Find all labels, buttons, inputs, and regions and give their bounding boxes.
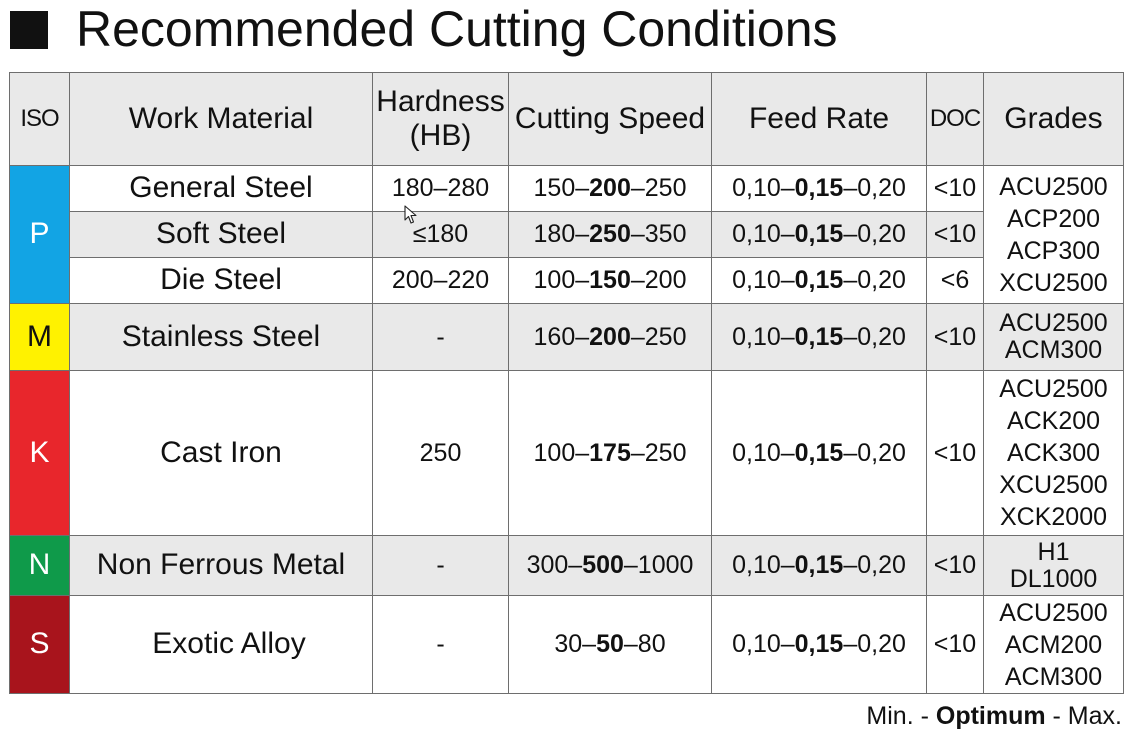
doc-cell: <10 bbox=[926, 211, 984, 258]
grade-item: XCK2000 bbox=[999, 503, 1108, 531]
grade-item: ACP200 bbox=[1006, 204, 1101, 233]
grades-cell-n: H1 DL1000 bbox=[983, 535, 1124, 596]
material-cell: Exotic Alloy bbox=[69, 595, 373, 694]
grade-item: H1 bbox=[1037, 537, 1070, 566]
header-feed-rate: Feed Rate bbox=[711, 72, 927, 166]
feed-cell: 0,10–0,15–0,20 bbox=[711, 165, 927, 212]
hardness-cell: - bbox=[372, 303, 509, 371]
table-row: P General Steel 180–280 150–200–250 0,10… bbox=[9, 165, 1124, 304]
mouse-pointer-icon bbox=[404, 205, 417, 224]
hardness-cell: ≤180 bbox=[372, 211, 509, 258]
grade-item: ACP300 bbox=[1006, 236, 1101, 265]
speed-cell: 180–250–350 bbox=[508, 211, 712, 258]
header-hardness-line2: (HB) bbox=[409, 119, 472, 152]
header-row: ISO Work Material Hardness (HB) Cutting … bbox=[9, 72, 1124, 166]
header-work-material: Work Material bbox=[69, 72, 373, 166]
speed-cell: 300–500–1000 bbox=[508, 535, 712, 596]
iso-badge-m: M bbox=[9, 303, 70, 371]
doc-cell: <10 bbox=[926, 535, 984, 596]
hardness-cell: - bbox=[372, 595, 509, 694]
header-doc: DOC bbox=[926, 72, 984, 166]
grade-item: ACK300 bbox=[1006, 439, 1101, 467]
speed-cell: 30–50–80 bbox=[508, 595, 712, 694]
page-title-text: Recommended Cutting Conditions bbox=[76, 1, 838, 57]
grades-cell-m: ACU2500 ACM300 bbox=[983, 303, 1124, 371]
hardness-cell: 180–280 bbox=[372, 165, 509, 212]
iso-badge-n: N bbox=[9, 535, 70, 596]
feed-cell: 0,10–0,15–0,20 bbox=[711, 535, 927, 596]
iso-badge-k: K bbox=[9, 370, 70, 536]
grade-item: ACU2500 bbox=[999, 172, 1108, 201]
feed-cell: 0,10–0,15–0,20 bbox=[711, 370, 927, 536]
table-row: S Exotic Alloy - 30–50–80 0,10–0,15–0,20… bbox=[9, 595, 1124, 694]
grade-item: ACK200 bbox=[1006, 407, 1101, 435]
grades-cell-k: ACU2500 ACK200 ACK300 XCU2500 XCK2000 bbox=[983, 370, 1124, 536]
speed-cell: 150–200–250 bbox=[508, 165, 712, 212]
table-row: Die Steel 200–220 100–150–200 0,10–0,15–… bbox=[10, 257, 1124, 304]
material-cell: Cast Iron bbox=[69, 370, 373, 536]
cutting-conditions-table: ISO Work Material Hardness (HB) Cutting … bbox=[9, 72, 1124, 694]
material-cell: General Steel bbox=[69, 165, 373, 212]
grade-item: ACM200 bbox=[1004, 630, 1103, 659]
grade-item: DL1000 bbox=[1009, 564, 1098, 593]
hardness-cell: - bbox=[372, 535, 509, 596]
grade-item: XCU2500 bbox=[999, 268, 1108, 297]
table-row: M Stainless Steel - 160–200–250 0,10–0,1… bbox=[9, 303, 1124, 371]
doc-cell: <10 bbox=[926, 165, 984, 212]
doc-cell: <6 bbox=[926, 257, 984, 304]
page-title: Recommended Cutting Conditions bbox=[10, 0, 838, 58]
iso-badge-s: S bbox=[9, 595, 70, 694]
header-hardness: Hardness (HB) bbox=[372, 72, 509, 166]
grade-item: ACM300 bbox=[1004, 336, 1103, 364]
legend-min-optimum-max: Min. - Optimum - Max. bbox=[866, 702, 1122, 731]
feed-cell: 0,10–0,15–0,20 bbox=[711, 595, 927, 694]
doc-cell: <10 bbox=[926, 370, 984, 536]
legend-max: - Max. bbox=[1045, 702, 1122, 730]
grade-item: ACU2500 bbox=[999, 598, 1108, 627]
header-iso: ISO bbox=[9, 72, 70, 166]
feed-cell: 0,10–0,15–0,20 bbox=[711, 303, 927, 371]
grade-item: ACU2500 bbox=[999, 375, 1108, 403]
feed-cell: 0,10–0,15–0,20 bbox=[711, 211, 927, 258]
header-grades: Grades bbox=[983, 72, 1124, 166]
material-cell: Non Ferrous Metal bbox=[69, 535, 373, 596]
hardness-cell: 200–220 bbox=[372, 257, 509, 304]
table-row: K Cast Iron 250 100–175–250 0,10–0,15–0,… bbox=[9, 370, 1124, 536]
grades-cell-p: ACU2500 ACP200 ACP300 XCU2500 bbox=[983, 165, 1124, 304]
header-hardness-line1: Hardness bbox=[376, 84, 505, 118]
material-cell: Stainless Steel bbox=[69, 303, 373, 371]
grade-item: ACU2500 bbox=[999, 309, 1108, 337]
iso-badge-p: P bbox=[9, 165, 70, 304]
legend-min: Min. - bbox=[866, 702, 936, 730]
speed-cell: 100–150–200 bbox=[508, 257, 712, 304]
doc-cell: <10 bbox=[926, 595, 984, 694]
speed-cell: 160–200–250 bbox=[508, 303, 712, 371]
title-square-bullet-icon bbox=[10, 11, 48, 49]
table-row: Soft Steel ≤180 180–250–350 0,10–0,15–0,… bbox=[10, 211, 1124, 258]
header-cutting-speed: Cutting Speed bbox=[508, 72, 712, 166]
hardness-cell: 250 bbox=[372, 370, 509, 536]
table-row: N Non Ferrous Metal - 300–500–1000 0,10–… bbox=[9, 535, 1124, 596]
speed-cell: 100–175–250 bbox=[508, 370, 712, 536]
material-cell: Die Steel bbox=[69, 257, 373, 304]
feed-cell: 0,10–0,15–0,20 bbox=[711, 257, 927, 304]
material-cell: Soft Steel bbox=[69, 211, 373, 258]
doc-cell: <10 bbox=[926, 303, 984, 371]
legend-optimum: Optimum bbox=[935, 702, 1046, 730]
grade-item: ACM300 bbox=[1004, 662, 1103, 691]
grades-cell-s: ACU2500 ACM200 ACM300 bbox=[983, 595, 1124, 694]
grade-item: XCU2500 bbox=[999, 471, 1108, 499]
